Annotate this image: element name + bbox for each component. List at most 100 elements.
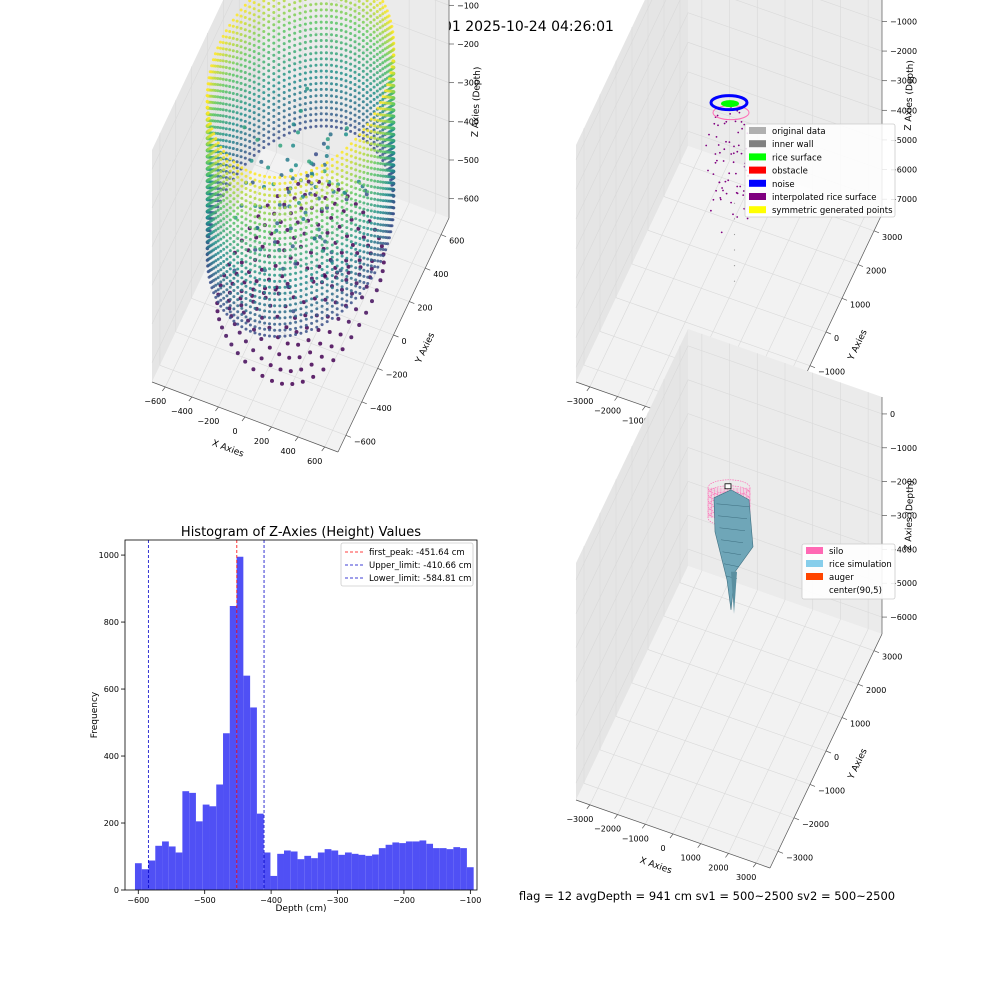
data-point <box>214 185 218 189</box>
data-point <box>373 118 377 122</box>
data-point <box>243 71 247 74</box>
data-point <box>299 239 303 243</box>
data-point <box>305 86 310 91</box>
data-point <box>325 228 329 232</box>
x-tick-label: −3000 <box>566 815 593 824</box>
data-point <box>273 334 277 338</box>
data-point <box>383 59 387 63</box>
data-point <box>263 217 267 221</box>
data-point <box>248 262 252 266</box>
data-point <box>301 217 306 221</box>
data-point <box>224 133 228 137</box>
data-point <box>235 50 239 54</box>
data-point <box>339 102 343 106</box>
data-point <box>366 178 370 181</box>
point-interpolated <box>728 172 731 175</box>
data-point <box>287 33 291 37</box>
data-point <box>228 218 232 222</box>
data-point <box>378 81 382 85</box>
point-interpolated <box>713 122 716 125</box>
data-point <box>243 22 247 26</box>
legend-label: noise <box>772 180 795 190</box>
data-point <box>228 48 232 52</box>
data-point <box>232 240 236 244</box>
data-point <box>310 321 314 325</box>
data-point <box>283 304 287 308</box>
data-point <box>219 200 223 204</box>
data-point <box>244 217 248 221</box>
data-point <box>298 42 302 46</box>
data-point <box>218 46 222 50</box>
x-tick-label: 1000 <box>681 854 701 863</box>
data-point <box>268 212 271 216</box>
y-tick-label: 1000 <box>850 720 870 729</box>
point-interpolated <box>712 173 715 176</box>
data-point <box>214 179 218 183</box>
data-point <box>306 338 311 343</box>
data-point <box>375 10 379 13</box>
data-point <box>258 326 262 330</box>
data-point <box>335 178 339 182</box>
point-interpolated <box>721 187 723 189</box>
data-point <box>381 186 385 190</box>
data-point <box>248 213 252 217</box>
y-tick-label: 3000 <box>882 653 902 662</box>
point-interpolated <box>733 145 735 148</box>
data-point <box>288 175 292 178</box>
data-point <box>380 269 385 274</box>
data-point <box>277 20 281 24</box>
data-point <box>364 284 369 289</box>
data-point <box>262 103 266 107</box>
data-point <box>381 134 385 138</box>
data-point <box>219 262 223 265</box>
data-point <box>278 367 283 372</box>
data-point <box>288 327 292 331</box>
data-point <box>277 8 281 12</box>
data-point <box>362 164 366 168</box>
data-point <box>383 53 387 57</box>
data-point <box>210 127 214 131</box>
data-point <box>372 79 376 83</box>
data-point <box>262 30 266 33</box>
data-point <box>268 304 271 307</box>
data-point <box>231 98 235 102</box>
data-point <box>252 117 256 121</box>
data-point <box>339 250 344 255</box>
point-interpolated <box>732 161 735 164</box>
point-interpolated <box>734 120 737 123</box>
data-point <box>381 6 385 10</box>
data-point <box>262 146 266 150</box>
data-point <box>309 39 313 43</box>
data-point <box>214 149 218 153</box>
data-point <box>232 209 236 213</box>
legend-label: interpolated rice surface <box>772 193 877 203</box>
data-point <box>316 328 321 332</box>
data-point <box>219 225 223 229</box>
data-point <box>381 217 385 221</box>
data-point <box>224 72 228 76</box>
data-point <box>392 151 395 155</box>
data-point <box>220 325 224 330</box>
data-point <box>262 78 266 82</box>
data-point <box>287 107 291 111</box>
data-point <box>267 118 271 122</box>
data-point <box>214 173 218 177</box>
data-point <box>221 138 225 142</box>
data-point <box>240 313 244 316</box>
x-tick <box>215 406 219 412</box>
data-point <box>374 288 379 293</box>
data-point <box>248 48 252 52</box>
data-point <box>273 316 277 320</box>
data-point <box>379 241 383 245</box>
data-point <box>335 221 339 225</box>
data-point <box>366 147 370 151</box>
data-point <box>263 266 267 270</box>
data-point <box>320 255 324 259</box>
data-point <box>224 66 228 69</box>
data-point <box>291 122 296 127</box>
legend-label: center(90,5) <box>829 586 882 596</box>
data-point <box>293 105 297 109</box>
data-point <box>315 227 319 231</box>
data-point <box>258 228 262 232</box>
data-point <box>252 56 256 60</box>
